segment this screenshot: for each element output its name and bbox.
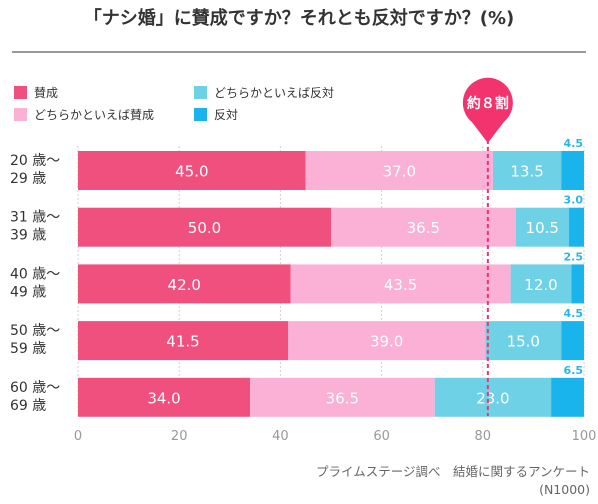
bar-label-3-0: 41.5 (166, 333, 199, 351)
bar-label-4-0: 34.0 (147, 389, 180, 407)
bar-label-0-1: 37.0 (383, 163, 416, 181)
tick-label-5: 100 (572, 429, 597, 444)
bar-3-2 (485, 321, 562, 361)
bar-label-4-2: 23.0 (476, 389, 509, 407)
legend-label-1: どちらかといえば賛成 (34, 108, 154, 122)
bar-label-1-1: 36.5 (407, 219, 440, 237)
bar-label-0-2: 13.5 (510, 163, 543, 181)
bar-0-2 (492, 151, 562, 190)
bar-label-0-3: 4.5 (564, 137, 584, 150)
bar-0-1 (305, 151, 493, 190)
category-label-1: 31 歳〜 39 歳 (10, 210, 60, 244)
bar-4-2 (434, 377, 552, 417)
source-note: プライムステージ調べ 結婚に関するアンケート (316, 464, 590, 479)
bar-label-4-1: 36.5 (326, 389, 359, 407)
bar-label-3-2: 15.0 (507, 333, 540, 351)
callout: 約８割 (462, 77, 513, 416)
bar-label-1-0: 50.0 (188, 219, 221, 237)
bar-3-1 (287, 321, 486, 361)
bar-label-2-1: 43.5 (384, 276, 417, 294)
bar-label-4-3: 6.5 (564, 364, 584, 377)
bar-1-0 (78, 207, 331, 247)
tick-label-1: 20 (171, 429, 188, 444)
legend-swatch-0 (14, 86, 27, 99)
legend-label-3: 反対 (214, 108, 238, 122)
bar-label-3-3: 4.5 (564, 307, 584, 320)
bars: 45.0 37.0 13.5 4.5 50.0 36.5 10.5 3.0 42.0 43.5 12… (78, 137, 584, 417)
category-labels: 20 歳〜 29 歳 31 歳〜 39 歳 40 歳〜 49 歳 50 歳〜 59 歳 60 歳… (10, 153, 60, 414)
bar-label-2-2: 12.0 (524, 276, 557, 294)
tick-label-4: 80 (475, 429, 492, 444)
bar-label-2-3: 2.5 (564, 250, 584, 263)
bar-0-3 (561, 151, 584, 190)
legend-swatch-1 (14, 108, 27, 121)
bar-label-1-2: 10.5 (526, 219, 559, 237)
legend-swatch-3 (194, 108, 207, 121)
bar-4-0 (78, 377, 251, 417)
bar-label-0-0: 45.0 (175, 163, 208, 181)
bar-2-2 (510, 264, 572, 304)
callout-label: 約８割 (467, 95, 509, 112)
category-label-3: 50 歳〜 59 歳 (10, 323, 60, 357)
bar-0-0 (78, 151, 306, 190)
legend-label-0: 賛成 (34, 86, 58, 100)
bar-4-1 (250, 377, 435, 417)
grid (77, 146, 585, 416)
chart-title: 「ナシ婚」に賛成ですか？それとも反対ですか？(%) (84, 7, 515, 29)
bar-1-3 (568, 207, 584, 247)
legend-swatch-2 (194, 86, 207, 99)
bar-2-1 (290, 264, 511, 304)
tick-label-3: 60 (373, 429, 390, 444)
bar-2-0 (78, 264, 291, 304)
category-label-2: 40 歳〜 49 歳 (10, 266, 60, 300)
bar-label-3-1: 39.0 (370, 333, 403, 351)
bar-label-2-0: 42.0 (168, 276, 201, 294)
x-axis: 0 20 40 60 80 100 (74, 429, 597, 444)
bar-3-0 (78, 321, 288, 361)
callout-pin (462, 77, 513, 143)
category-label-4: 60 歳〜 69 歳 (10, 380, 60, 414)
bar-3-3 (561, 321, 584, 361)
bar-2-3 (571, 264, 584, 304)
bar-4-3 (551, 377, 584, 417)
bar-1-1 (331, 207, 516, 247)
tick-label-0: 0 (74, 429, 82, 444)
legend-label-2: どちらかといえば反対 (214, 86, 334, 100)
bar-label-1-3: 3.0 (564, 194, 584, 207)
sample-size: (N1000) (539, 482, 590, 497)
bar-1-2 (515, 207, 569, 247)
tick-label-2: 40 (272, 429, 289, 444)
category-label-0: 20 歳〜 29 歳 (10, 153, 60, 187)
